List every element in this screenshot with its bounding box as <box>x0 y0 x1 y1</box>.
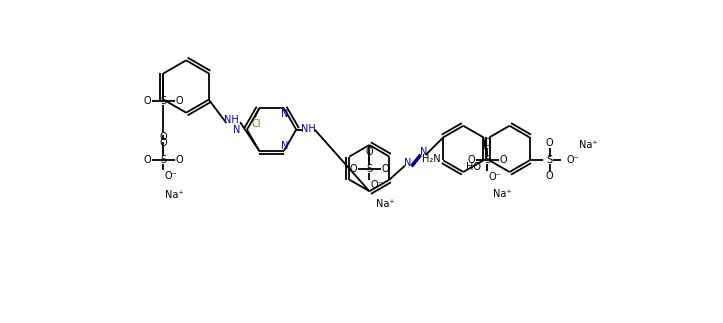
Text: O: O <box>143 96 151 106</box>
Text: O⁻: O⁻ <box>165 171 178 181</box>
Text: S: S <box>367 164 372 174</box>
Text: O⁻: O⁻ <box>567 155 579 165</box>
Text: NH: NH <box>223 115 239 125</box>
Text: S: S <box>161 96 166 106</box>
Text: N: N <box>281 141 288 151</box>
Text: Na⁺: Na⁺ <box>493 189 512 199</box>
Text: O⁻: O⁻ <box>489 172 502 182</box>
Text: S: S <box>547 155 552 165</box>
Text: S: S <box>484 155 490 165</box>
Text: O: O <box>382 164 390 174</box>
Text: N: N <box>404 158 411 168</box>
Text: O: O <box>366 147 373 157</box>
Text: Na⁺: Na⁺ <box>165 190 184 200</box>
Text: N: N <box>281 109 288 119</box>
Text: NH: NH <box>301 124 316 134</box>
Text: Cl: Cl <box>252 119 261 129</box>
Text: Na⁺: Na⁺ <box>578 140 597 150</box>
Text: N: N <box>419 147 427 157</box>
Text: N: N <box>234 125 241 135</box>
Text: O: O <box>160 138 167 148</box>
Text: O: O <box>500 155 507 165</box>
Text: HO: HO <box>466 162 482 172</box>
Text: O: O <box>176 96 184 106</box>
Text: O: O <box>467 155 475 165</box>
Text: O: O <box>349 164 357 174</box>
Text: O⁻: O⁻ <box>371 180 384 190</box>
Text: O: O <box>546 139 553 149</box>
Text: Na⁺: Na⁺ <box>375 199 394 209</box>
Text: S: S <box>161 155 166 165</box>
Text: O: O <box>546 171 553 181</box>
Text: O: O <box>160 132 167 142</box>
Text: O: O <box>484 139 491 149</box>
Text: H₂N: H₂N <box>422 154 441 164</box>
Text: O: O <box>176 155 184 165</box>
Text: O: O <box>143 155 151 165</box>
